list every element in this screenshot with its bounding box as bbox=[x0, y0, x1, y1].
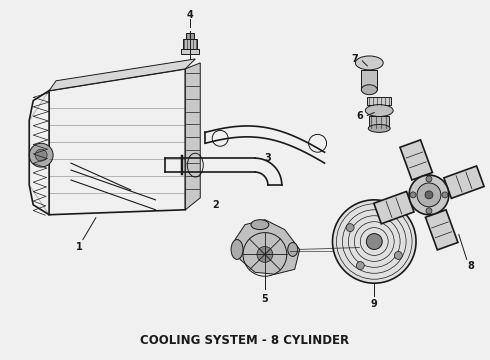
Ellipse shape bbox=[368, 125, 390, 132]
Text: 8: 8 bbox=[467, 261, 474, 271]
Circle shape bbox=[426, 208, 432, 214]
Circle shape bbox=[367, 234, 382, 249]
Circle shape bbox=[442, 192, 448, 198]
Ellipse shape bbox=[366, 105, 393, 117]
Polygon shape bbox=[49, 59, 196, 91]
Polygon shape bbox=[374, 192, 414, 224]
Polygon shape bbox=[400, 140, 433, 180]
Circle shape bbox=[425, 191, 433, 199]
Circle shape bbox=[410, 192, 416, 198]
Text: 4: 4 bbox=[187, 10, 194, 20]
Circle shape bbox=[257, 247, 273, 262]
Polygon shape bbox=[235, 220, 300, 274]
Circle shape bbox=[346, 224, 354, 231]
Circle shape bbox=[35, 149, 47, 161]
Circle shape bbox=[409, 175, 449, 215]
Circle shape bbox=[384, 213, 392, 221]
Circle shape bbox=[356, 262, 365, 270]
Bar bbox=[368, 96, 391, 105]
Bar bbox=[186, 33, 195, 39]
Bar bbox=[361, 70, 377, 90]
Bar bbox=[369, 117, 389, 129]
Circle shape bbox=[417, 183, 441, 207]
Text: 1: 1 bbox=[75, 243, 82, 252]
Text: 6: 6 bbox=[356, 111, 363, 121]
Text: 3: 3 bbox=[265, 153, 271, 163]
Circle shape bbox=[426, 176, 432, 182]
Text: 5: 5 bbox=[262, 294, 268, 304]
Polygon shape bbox=[425, 210, 458, 250]
Ellipse shape bbox=[361, 85, 377, 95]
Text: 7: 7 bbox=[351, 54, 358, 64]
Ellipse shape bbox=[288, 243, 298, 256]
Text: 2: 2 bbox=[212, 200, 219, 210]
Circle shape bbox=[333, 200, 416, 283]
Bar bbox=[183, 39, 197, 49]
Ellipse shape bbox=[251, 220, 269, 230]
Text: 9: 9 bbox=[371, 299, 378, 309]
Polygon shape bbox=[185, 63, 200, 210]
Ellipse shape bbox=[231, 239, 243, 260]
Polygon shape bbox=[444, 166, 484, 198]
Text: COOLING SYSTEM - 8 CYLINDER: COOLING SYSTEM - 8 CYLINDER bbox=[141, 334, 349, 347]
Circle shape bbox=[29, 143, 53, 167]
Bar bbox=[181, 49, 199, 54]
Ellipse shape bbox=[355, 56, 383, 70]
Circle shape bbox=[394, 251, 402, 260]
